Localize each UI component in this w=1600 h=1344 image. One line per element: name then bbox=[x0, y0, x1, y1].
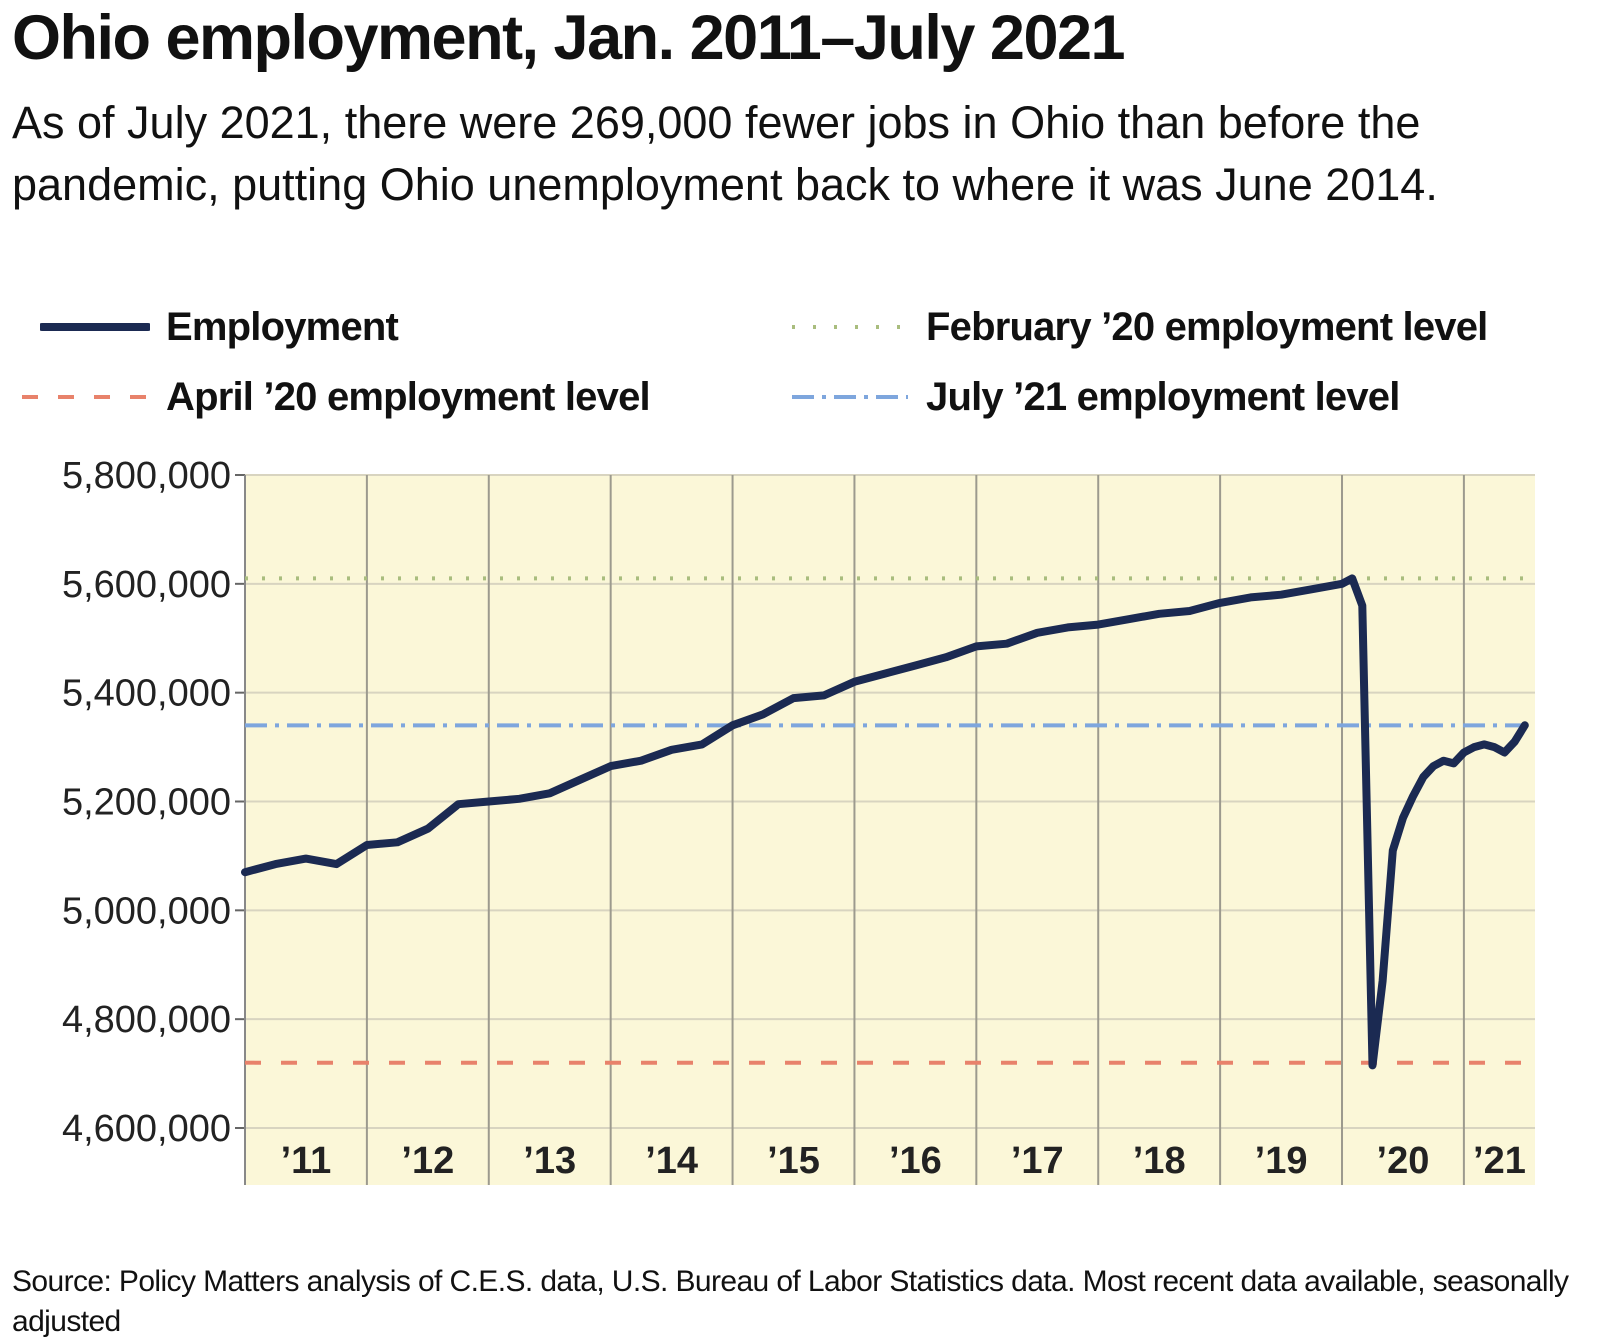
x-tick-label: ’19 bbox=[1255, 1140, 1308, 1182]
y-tick-label: 5,200,000 bbox=[62, 782, 231, 824]
chart-subtitle: As of July 2021, there were 269,000 fewe… bbox=[12, 97, 1438, 210]
chart-title: Ohio employment, Jan. 2011–July 2021 bbox=[12, 3, 1126, 73]
legend-item-jul21: July ’21 employment level bbox=[790, 372, 1400, 422]
legend-item-apr20: April ’20 employment level bbox=[20, 372, 651, 422]
legend-swatch-employment bbox=[40, 323, 150, 331]
x-tick-label: ’21 bbox=[1473, 1140, 1526, 1182]
y-tick-label: 4,800,000 bbox=[62, 999, 231, 1041]
x-tick-label: ’13 bbox=[523, 1140, 576, 1182]
x-tick-label: ’16 bbox=[889, 1140, 942, 1182]
x-tick-label: ’11 bbox=[281, 1140, 332, 1182]
legend-label-apr20: April ’20 employment level bbox=[166, 374, 651, 419]
legend-swatch-jul21 bbox=[792, 395, 908, 399]
source-note: Source: Policy Matters analysis of C.E.S… bbox=[12, 1265, 1569, 1338]
y-tick-label: 5,000,000 bbox=[62, 890, 231, 932]
x-tick-label: ’17 bbox=[1011, 1140, 1064, 1182]
plot-background bbox=[245, 475, 1535, 1185]
y-tick-label: 5,600,000 bbox=[62, 564, 231, 606]
x-tick-label: ’18 bbox=[1133, 1140, 1186, 1182]
line-chart: 5,800,000 5,600,000 5,400,000 5,200,000 5,00… bbox=[62, 455, 1535, 1185]
series-line-employment bbox=[241, 574, 1529, 1070]
y-tick-label: 5,800,000 bbox=[62, 455, 231, 497]
legend-item-employment: Employment bbox=[40, 302, 399, 352]
legend-item-feb20: February ’20 employment level bbox=[790, 302, 1488, 352]
legend-label-jul21: July ’21 employment level bbox=[926, 374, 1400, 419]
x-tick-label: ’15 bbox=[767, 1140, 820, 1182]
x-tick-label: ’14 bbox=[645, 1140, 698, 1182]
y-tick-label: 5,400,000 bbox=[62, 673, 231, 715]
x-tick-label: ’20 bbox=[1377, 1140, 1430, 1182]
legend-label-employment: Employment bbox=[166, 304, 399, 349]
legend-swatch-apr20 bbox=[22, 395, 148, 399]
y-tick-label: 4,600,000 bbox=[62, 1108, 231, 1150]
x-tick-label: ’12 bbox=[401, 1140, 454, 1182]
legend-label-feb20: February ’20 employment level bbox=[926, 304, 1488, 349]
legend-swatch-feb20 bbox=[792, 325, 908, 329]
